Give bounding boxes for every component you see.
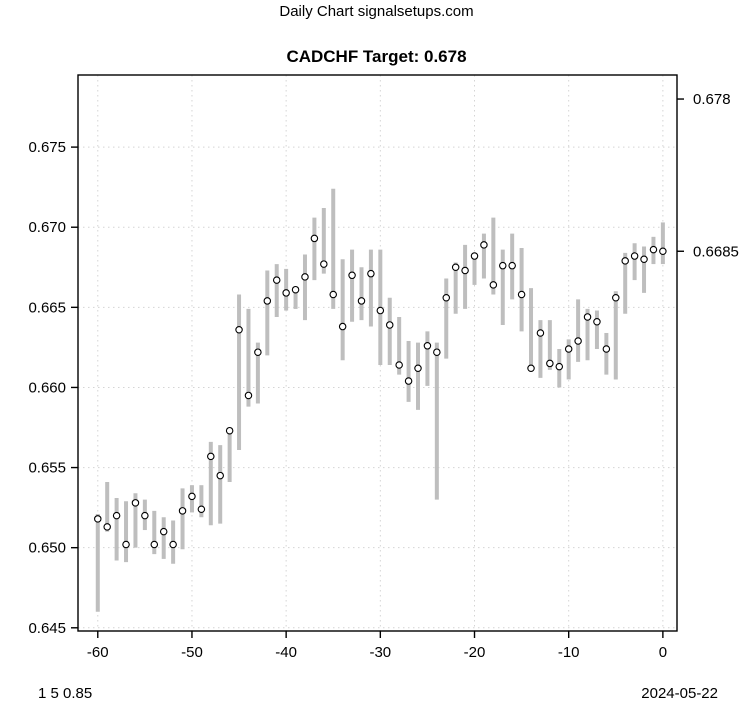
close-marker: [272, 276, 281, 284]
close-marker: [150, 540, 159, 549]
close-marker: [235, 326, 243, 334]
y-axis-right-tick-label: 0.6685: [693, 243, 739, 260]
close-marker: [423, 342, 432, 350]
close-marker: [461, 266, 469, 275]
close-marker: [197, 505, 206, 513]
footer-params: 1 5 0.85: [38, 685, 93, 702]
close-marker: [555, 362, 564, 371]
close-marker: [131, 499, 140, 507]
close-marker: [527, 364, 535, 372]
close-marker: [207, 452, 215, 461]
close-marker: [282, 289, 290, 297]
close-marker: [414, 364, 422, 372]
close-marker: [564, 345, 573, 353]
close-marker: [178, 507, 187, 515]
close-marker: [602, 345, 611, 353]
x-axis-tick-label: -60: [87, 644, 109, 661]
close-marker: [225, 426, 234, 435]
close-marker: [112, 511, 121, 520]
close-marker: [244, 391, 253, 400]
close-marker: [517, 290, 526, 299]
footer-date: 2024-05-22: [641, 685, 718, 702]
close-marker: [612, 293, 620, 302]
y-axis-left-tick-label: 0.675: [28, 139, 66, 156]
y-axis-left-tick-label: 0.660: [28, 379, 66, 396]
chart-title: CADCHF Target: 0.678: [286, 47, 467, 66]
y-axis-right-tick-label: 0.678: [693, 91, 731, 108]
y-axis-left-tick-label: 0.655: [28, 460, 66, 477]
close-marker: [499, 261, 507, 270]
close-marker: [310, 234, 319, 243]
close-marker: [291, 285, 300, 294]
close-marker: [348, 271, 356, 280]
close-marker: [621, 257, 629, 265]
close-marker: [376, 306, 385, 315]
close-marker: [583, 313, 592, 321]
close-marker: [508, 261, 516, 270]
x-axis-tick-label: 0: [659, 644, 667, 661]
close-marker: [263, 297, 272, 305]
close-marker: [122, 540, 130, 549]
x-axis-tick-label: -10: [558, 644, 580, 661]
close-marker: [338, 322, 347, 331]
close-marker: [451, 263, 460, 272]
close-marker: [385, 321, 394, 329]
close-marker: [470, 252, 479, 260]
x-axis-tick-label: -30: [369, 644, 391, 661]
close-marker: [404, 377, 413, 385]
y-axis-left-tick-label: 0.670: [28, 219, 66, 236]
close-marker: [254, 348, 262, 356]
close-marker: [640, 255, 648, 264]
y-axis-left-tick-label: 0.645: [28, 620, 66, 637]
close-marker: [169, 540, 177, 549]
close-marker: [94, 515, 102, 523]
close-marker: [489, 281, 498, 289]
x-axis-tick-label: -40: [275, 644, 297, 661]
close-marker: [659, 247, 667, 256]
close-marker: [320, 260, 328, 268]
close-marker: [103, 523, 111, 531]
close-marker: [442, 293, 451, 302]
close-marker: [649, 245, 658, 254]
close-marker: [574, 337, 582, 345]
close-marker: [630, 252, 639, 260]
chart-subtitle: Daily Chart signalsetups.com: [279, 3, 474, 20]
y-axis-left-tick-label: 0.665: [28, 299, 66, 316]
x-axis-tick-label: -50: [181, 644, 203, 661]
close-marker: [546, 359, 554, 368]
close-marker: [159, 527, 168, 536]
close-marker: [329, 290, 337, 299]
y-axis-left-tick-label: 0.650: [28, 540, 66, 557]
close-marker: [301, 273, 309, 281]
close-marker: [395, 361, 403, 369]
close-marker: [593, 318, 601, 326]
close-marker: [367, 269, 375, 278]
close-marker: [141, 511, 149, 520]
close-marker: [433, 348, 441, 356]
close-marker: [480, 241, 488, 249]
close-marker: [357, 297, 366, 305]
close-marker: [216, 471, 224, 480]
plot-box: [77, 74, 678, 632]
close-marker: [188, 492, 196, 501]
x-axis-tick-label: -20: [464, 644, 486, 661]
close-marker: [536, 329, 545, 337]
